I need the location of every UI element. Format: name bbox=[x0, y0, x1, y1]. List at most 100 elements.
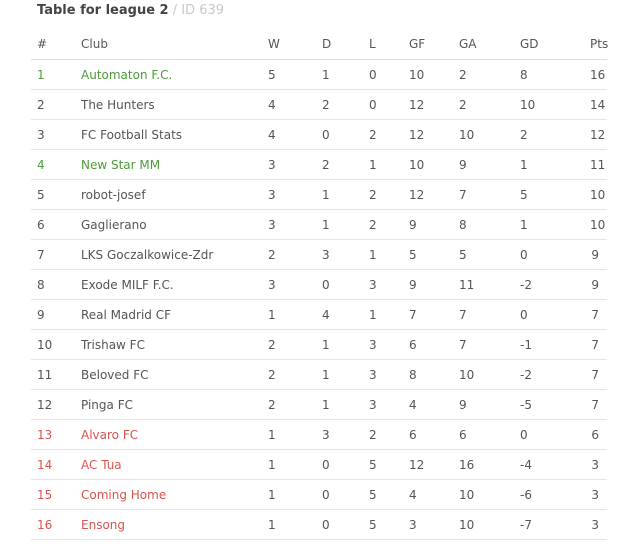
points-cell: 9 bbox=[590, 239, 607, 270]
club-name[interactable]: The Hunters bbox=[81, 89, 258, 120]
position-cell: 9 bbox=[31, 299, 81, 330]
goal-difference-cell: -6 bbox=[517, 479, 590, 510]
goal-difference-cell: 1 bbox=[517, 209, 590, 240]
club-name[interactable]: Exode MILF F.C. bbox=[81, 269, 258, 300]
losses-cell: 2 bbox=[366, 119, 409, 150]
wins-cell: 3 bbox=[258, 209, 313, 240]
wins-cell: 4 bbox=[258, 89, 313, 120]
losses-cell: 2 bbox=[366, 209, 409, 240]
draws-cell: 3 bbox=[313, 239, 366, 270]
goals-against-cell: 16 bbox=[454, 449, 517, 480]
goals-for-cell: 6 bbox=[409, 329, 454, 360]
league-id: ID 639 bbox=[181, 3, 225, 18]
table-row: 3 FC Football Stats 4 0 2 12 10 2 12 bbox=[31, 119, 607, 150]
losses-cell: 1 bbox=[366, 239, 409, 270]
wins-cell: 3 bbox=[258, 149, 313, 180]
table-row: 6 Gaglierano 3 1 2 9 8 1 10 bbox=[31, 209, 607, 240]
col-header-points: Pts bbox=[590, 29, 608, 60]
draws-cell: 1 bbox=[313, 59, 366, 90]
points-cell: 12 bbox=[590, 119, 607, 150]
goal-difference-cell: 10 bbox=[517, 89, 590, 120]
table-row: 8 Exode MILF F.C. 3 0 3 9 11 -2 9 bbox=[31, 269, 607, 300]
title-separator: / bbox=[172, 3, 178, 18]
goals-for-cell: 4 bbox=[409, 479, 454, 510]
goals-for-cell: 5 bbox=[409, 239, 454, 270]
points-cell: 10 bbox=[590, 179, 607, 210]
table-body: 1 Automaton F.C. 5 1 0 10 2 8 16 2 The Hunters 4 2 0 1… bbox=[31, 59, 607, 540]
goals-for-cell: 6 bbox=[409, 419, 454, 450]
position-cell: 3 bbox=[31, 119, 81, 150]
club-name[interactable]: Gaglierano bbox=[81, 209, 258, 240]
goal-difference-cell: -7 bbox=[517, 509, 590, 540]
club-name[interactable]: Trishaw FC bbox=[81, 329, 258, 360]
losses-cell: 2 bbox=[366, 419, 409, 450]
points-cell: 14 bbox=[590, 89, 607, 120]
losses-cell: 3 bbox=[366, 389, 409, 420]
wins-cell: 1 bbox=[258, 509, 313, 540]
club-name[interactable]: Alvaro FC bbox=[81, 419, 258, 450]
position-cell: 5 bbox=[31, 179, 81, 210]
header-row: # Club W D L GF GA GD Pts bbox=[31, 29, 608, 60]
goals-against-cell: 7 bbox=[454, 179, 517, 210]
points-cell: 9 bbox=[590, 269, 607, 300]
table-row: 11 Beloved FC 2 1 3 8 10 -2 7 bbox=[31, 359, 607, 390]
club-name[interactable]: Automaton F.C. bbox=[81, 59, 258, 90]
wins-cell: 2 bbox=[258, 389, 313, 420]
club-name[interactable]: Pinga FC bbox=[81, 389, 258, 420]
losses-cell: 0 bbox=[366, 89, 409, 120]
goals-against-cell: 11 bbox=[454, 269, 517, 300]
goals-against-cell: 6 bbox=[454, 419, 517, 450]
club-name[interactable]: LKS Goczalkowice-Zdr bbox=[81, 239, 258, 270]
goals-for-cell: 10 bbox=[409, 149, 454, 180]
goal-difference-cell: 0 bbox=[517, 419, 590, 450]
col-header-goals-for: GF bbox=[409, 29, 454, 60]
goals-against-cell: 9 bbox=[454, 149, 517, 180]
table-row: 1 Automaton F.C. 5 1 0 10 2 8 16 bbox=[31, 59, 607, 90]
club-name[interactable]: robot-josef bbox=[81, 179, 258, 210]
points-cell: 7 bbox=[590, 329, 607, 360]
position-cell: 1 bbox=[31, 59, 81, 90]
goals-for-cell: 12 bbox=[409, 119, 454, 150]
goals-against-cell: 10 bbox=[454, 359, 517, 390]
goal-difference-cell: 1 bbox=[517, 149, 590, 180]
club-name[interactable]: Coming Home bbox=[81, 479, 258, 510]
losses-cell: 3 bbox=[366, 359, 409, 390]
club-name[interactable]: AC Tua bbox=[81, 449, 258, 480]
draws-cell: 1 bbox=[313, 209, 366, 240]
goals-for-cell: 4 bbox=[409, 389, 454, 420]
club-name[interactable]: FC Football Stats bbox=[81, 119, 258, 150]
points-cell: 10 bbox=[590, 209, 607, 240]
goal-difference-cell: 8 bbox=[517, 59, 590, 90]
goals-for-cell: 9 bbox=[409, 269, 454, 300]
goals-for-cell: 3 bbox=[409, 509, 454, 540]
points-cell: 7 bbox=[590, 359, 607, 390]
draws-cell: 2 bbox=[313, 89, 366, 120]
draws-cell: 0 bbox=[313, 509, 366, 540]
position-cell: 15 bbox=[31, 479, 81, 510]
club-name[interactable]: Beloved FC bbox=[81, 359, 258, 390]
position-cell: 7 bbox=[31, 239, 81, 270]
club-name[interactable]: Ensong bbox=[81, 509, 258, 540]
losses-cell: 5 bbox=[366, 449, 409, 480]
goal-difference-cell: -1 bbox=[517, 329, 590, 360]
table-header: # Club W D L GF GA GD Pts bbox=[31, 29, 608, 60]
draws-cell: 1 bbox=[313, 179, 366, 210]
col-header-position: # bbox=[31, 29, 81, 60]
goals-for-cell: 10 bbox=[409, 59, 454, 90]
league-table: # Club W D L GF GA GD Pts 1 Automaton F.C… bbox=[31, 29, 608, 540]
table-title: Table for league 2 / ID 639 bbox=[37, 3, 224, 19]
goals-against-cell: 10 bbox=[454, 119, 517, 150]
table-row: 14 AC Tua 1 0 5 12 16 -4 3 bbox=[31, 449, 607, 480]
losses-cell: 1 bbox=[366, 149, 409, 180]
club-name[interactable]: New Star MM bbox=[81, 149, 258, 180]
col-header-losses: L bbox=[366, 29, 409, 60]
position-cell: 11 bbox=[31, 359, 81, 390]
goals-against-cell: 9 bbox=[454, 389, 517, 420]
losses-cell: 1 bbox=[366, 299, 409, 330]
goals-against-cell: 2 bbox=[454, 89, 517, 120]
club-name[interactable]: Real Madrid CF bbox=[81, 299, 258, 330]
losses-cell: 3 bbox=[366, 269, 409, 300]
points-cell: 16 bbox=[590, 59, 607, 90]
goals-for-cell: 12 bbox=[409, 449, 454, 480]
goals-for-cell: 12 bbox=[409, 89, 454, 120]
